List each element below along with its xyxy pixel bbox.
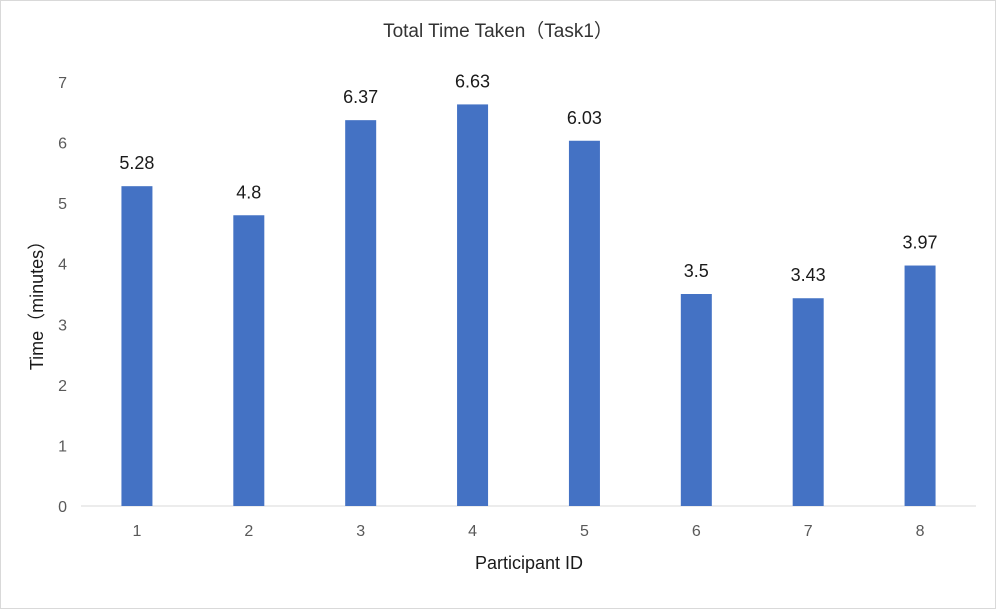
y-axis-ticks: 0 1 2 3 4 5 6 7 (58, 75, 67, 516)
data-label: 3.5 (684, 261, 709, 281)
y-tick-label: 2 (58, 378, 67, 395)
x-tick-label: 7 (804, 523, 813, 540)
bar (345, 120, 377, 506)
bar (233, 215, 265, 506)
y-tick-label: 4 (58, 257, 67, 274)
data-label: 3.43 (791, 265, 826, 285)
x-axis-title: Participant ID (475, 553, 583, 573)
data-label: 6.63 (455, 71, 490, 91)
x-tick-label: 5 (580, 523, 589, 540)
x-tick-label: 2 (244, 523, 253, 540)
bar (904, 265, 936, 506)
data-label: 6.37 (343, 87, 378, 107)
bar (457, 104, 489, 506)
y-tick-label: 5 (58, 196, 67, 213)
chart-title: Total Time Taken（Task1） (383, 20, 613, 42)
data-label: 3.97 (903, 233, 938, 253)
data-label: 6.03 (567, 108, 602, 128)
x-tick-label: 1 (132, 523, 141, 540)
y-tick-label: 7 (58, 75, 67, 92)
bar (568, 140, 600, 507)
x-tick-label: 8 (916, 523, 925, 540)
bar (680, 294, 712, 506)
bar (121, 186, 153, 506)
x-tick-label: 4 (468, 523, 477, 540)
x-tick-label: 3 (356, 523, 365, 540)
bars-group: 5.28 4.8 6.37 6.63 6.03 3.5 3.43 3.97 (119, 71, 938, 507)
bar (792, 298, 824, 506)
x-axis-ticks: 1 2 3 4 5 6 7 8 (132, 523, 924, 540)
data-label: 4.8 (236, 182, 261, 202)
x-tick-label: 6 (692, 523, 701, 540)
y-tick-label: 6 (58, 136, 67, 153)
y-tick-label: 0 (58, 499, 67, 516)
y-tick-label: 3 (58, 317, 67, 334)
y-axis-title: Time（minutes） (27, 232, 47, 370)
y-tick-label: 1 (58, 438, 67, 455)
data-label: 5.28 (119, 153, 154, 173)
